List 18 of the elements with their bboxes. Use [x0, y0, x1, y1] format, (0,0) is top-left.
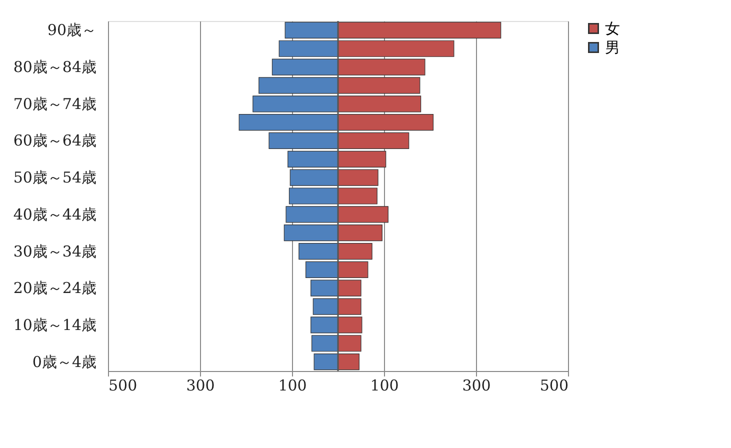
x-tick-label: 300 — [186, 376, 215, 394]
legend-label: 女 — [605, 20, 620, 38]
y-tick-label: 0歳～4歳 — [32, 352, 96, 371]
y-tick-label: 90歳～ — [47, 21, 96, 40]
y-tick-label: 40歳～44歳 — [13, 205, 96, 224]
y-tick-label: 80歳～84歳 — [13, 58, 96, 76]
y-tick-label: 50歳～54歳 — [13, 168, 96, 187]
y-tick-label: 10歳～14歳 — [13, 316, 96, 334]
y-tick-label: 30歳～34歳 — [13, 242, 96, 260]
y-tick-label: 60歳～64歳 — [13, 132, 96, 150]
x-tick-label: 500 — [540, 376, 568, 394]
x-tick-label: 100 — [370, 376, 399, 394]
y-tick-label: 70歳～74歳 — [13, 94, 96, 113]
x-tick-label: 100 — [278, 376, 307, 394]
y-tick-label: 20歳～24歳 — [13, 279, 96, 298]
legend-label: 男 — [605, 38, 620, 56]
x-tick-label: 300 — [462, 376, 491, 394]
x-tick-label: 500 — [108, 376, 138, 394]
